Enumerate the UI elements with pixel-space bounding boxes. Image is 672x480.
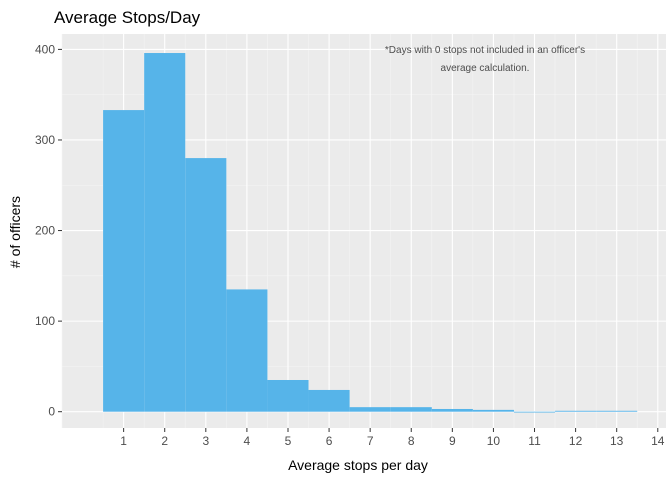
histogram-bar-10 (472, 409, 514, 412)
annotation-line-2: average calculation. (441, 63, 530, 74)
x-tick-label-3: 3 (202, 434, 209, 448)
x-tick-label-13: 13 (610, 434, 624, 448)
histogram-bar-12 (555, 410, 597, 412)
x-tick-label-9: 9 (449, 434, 456, 448)
x-tick-label-4: 4 (244, 434, 251, 448)
x-axis-title: Average stops per day (288, 457, 428, 473)
y-tick-label-300: 300 (35, 133, 55, 147)
x-tick-label-8: 8 (408, 434, 415, 448)
histogram-bar-11 (513, 411, 556, 413)
x-tick-label-14: 14 (651, 434, 665, 448)
x-tick-label-2: 2 (161, 434, 168, 448)
histogram-bar-4 (226, 289, 268, 412)
y-tick-label-0: 0 (48, 405, 55, 419)
histogram-bar-13 (596, 410, 638, 412)
histogram-bar-3 (185, 158, 227, 412)
x-tick-label-5: 5 (285, 434, 292, 448)
x-axis: 1 2 3 4 5 6 7 8 9 10 11 12 13 14 (120, 428, 665, 448)
histogram-bar-8 (390, 407, 432, 412)
annotation-note: *Days with 0 stops not included in an of… (385, 45, 585, 74)
bars (103, 53, 638, 413)
y-axis-title: # of officers (7, 196, 23, 268)
histogram-bar-7 (349, 407, 391, 412)
histogram-bar-9 (431, 408, 473, 412)
histogram-bar-5 (267, 379, 309, 412)
x-tick-label-10: 10 (487, 434, 501, 448)
histogram-bar-6 (308, 389, 350, 412)
x-tick-label-12: 12 (569, 434, 583, 448)
x-tick-label-1: 1 (120, 434, 127, 448)
x-tick-label-6: 6 (326, 434, 333, 448)
chart-title: Average Stops/Day (54, 8, 201, 27)
y-tick-label-400: 400 (35, 42, 55, 56)
histogram-bar-1 (103, 110, 145, 412)
y-tick-label-100: 100 (35, 314, 55, 328)
y-tick-label-200: 200 (35, 224, 55, 238)
histogram-bar-2 (144, 53, 186, 412)
annotation-line-1: *Days with 0 stops not included in an of… (385, 45, 585, 56)
x-tick-label-7: 7 (367, 434, 374, 448)
x-tick-label-11: 11 (528, 434, 541, 448)
y-axis: 0 100 200 300 400 (35, 42, 62, 419)
